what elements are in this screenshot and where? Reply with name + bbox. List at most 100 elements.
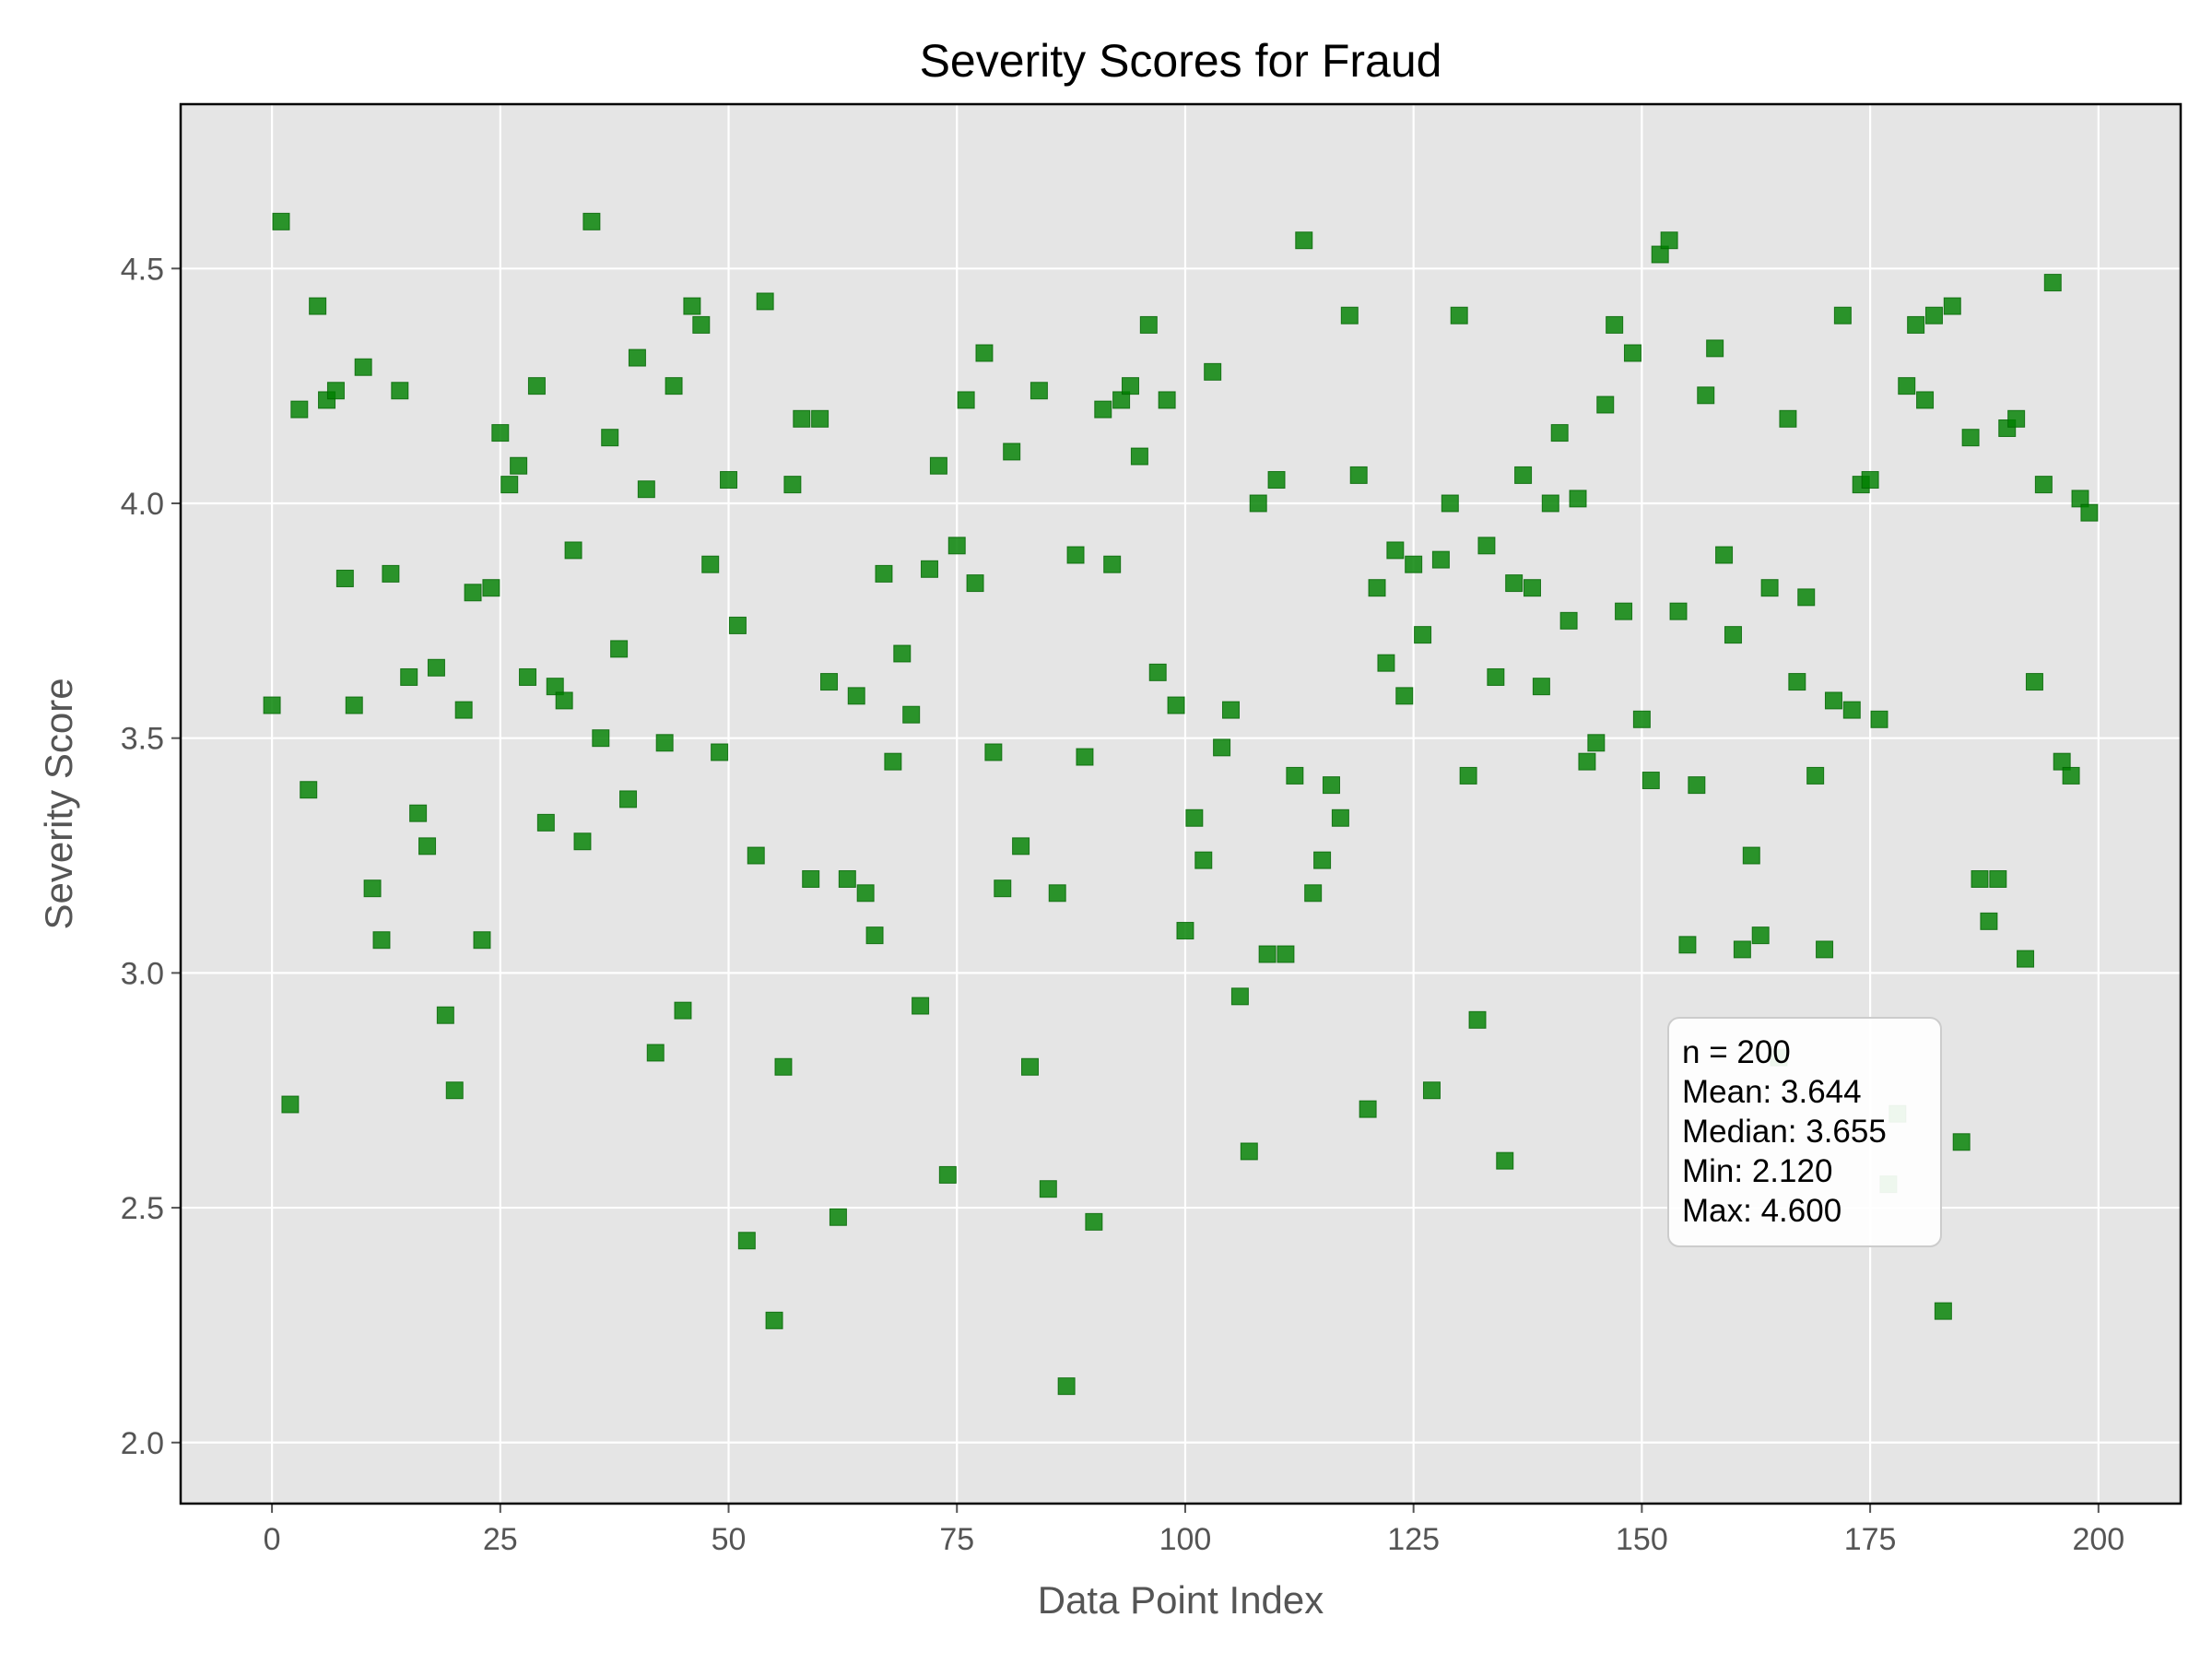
x-tick-label: 25 xyxy=(483,1522,518,1557)
stats-box-background xyxy=(1667,1017,1942,1247)
data-point xyxy=(290,400,309,419)
chart-title: Severity Scores for Fraud xyxy=(920,35,1442,87)
data-point xyxy=(1833,306,1852,325)
data-point xyxy=(1103,555,1122,573)
data-point xyxy=(865,926,884,945)
data-point xyxy=(737,1232,756,1250)
data-point xyxy=(1076,748,1094,766)
x-tick-label: 75 xyxy=(939,1522,974,1557)
data-point xyxy=(774,1057,793,1076)
data-point xyxy=(683,297,701,315)
data-point xyxy=(1322,776,1340,795)
data-point xyxy=(820,673,839,691)
data-point xyxy=(1477,537,1496,555)
data-point xyxy=(1907,315,1925,334)
data-point xyxy=(1569,490,1587,508)
data-point xyxy=(309,297,327,315)
data-point xyxy=(1559,611,1578,630)
data-point xyxy=(947,537,966,555)
data-point xyxy=(1870,710,1888,728)
data-point xyxy=(335,569,354,587)
data-point xyxy=(756,292,774,311)
data-point xyxy=(802,870,820,889)
data-point xyxy=(573,832,592,851)
data-point xyxy=(363,879,382,898)
x-axis-label: Data Point Index xyxy=(1038,1578,1324,1622)
x-tick-label: 125 xyxy=(1387,1522,1440,1557)
x-tick-label: 175 xyxy=(1844,1522,1897,1557)
data-point xyxy=(2043,274,2062,292)
data-point xyxy=(957,391,975,409)
data-point xyxy=(1943,297,1961,315)
data-point xyxy=(1267,471,1286,490)
data-point xyxy=(665,377,683,395)
stats-box: n = 200 Mean: 3.644 Median: 3.655 Min: 2… xyxy=(1667,1017,1942,1247)
data-point xyxy=(1980,912,1998,930)
data-point xyxy=(1779,409,1797,428)
data-point xyxy=(491,424,510,443)
data-point xyxy=(519,667,537,686)
data-point xyxy=(372,931,391,950)
data-point xyxy=(1158,391,1176,409)
data-points xyxy=(263,212,2099,1396)
x-tick-label: 0 xyxy=(264,1522,281,1557)
data-point xyxy=(829,1208,847,1226)
data-point xyxy=(1295,231,1313,250)
data-point xyxy=(1697,386,1715,405)
data-point xyxy=(1961,429,1980,447)
data-point xyxy=(1916,391,1935,409)
data-point xyxy=(1842,701,1861,719)
data-point xyxy=(1431,550,1450,569)
data-point xyxy=(1057,1377,1076,1396)
data-point xyxy=(1952,1133,1971,1151)
data-point xyxy=(1176,922,1194,940)
data-point xyxy=(1021,1057,1040,1076)
data-point xyxy=(1204,362,1222,381)
data-point xyxy=(1194,851,1213,869)
data-point xyxy=(1806,766,1825,785)
data-point xyxy=(1487,667,1505,686)
data-point xyxy=(994,879,1012,898)
data-point xyxy=(747,846,765,865)
y-axis-label: Severity Score xyxy=(37,678,80,929)
data-point xyxy=(527,377,546,395)
data-point xyxy=(1130,447,1148,466)
data-point xyxy=(1861,471,1879,490)
data-point xyxy=(966,574,984,593)
data-point xyxy=(1733,940,1751,959)
data-point xyxy=(2071,490,2089,508)
x-tick-label: 50 xyxy=(712,1522,747,1557)
data-point xyxy=(1934,1302,1952,1320)
data-point xyxy=(1615,602,1633,620)
data-point xyxy=(1550,424,1569,443)
data-point xyxy=(1414,626,1432,644)
data-point xyxy=(765,1311,783,1329)
data-point xyxy=(281,1095,300,1114)
data-point xyxy=(1541,494,1559,513)
data-point xyxy=(1596,395,1615,414)
data-point xyxy=(582,212,601,230)
data-point xyxy=(692,315,711,334)
data-point xyxy=(1688,776,1706,795)
data-point xyxy=(1742,846,1760,865)
data-point xyxy=(637,480,655,499)
data-point xyxy=(1450,306,1468,325)
data-point xyxy=(1340,306,1359,325)
data-point xyxy=(1313,851,1332,869)
data-point xyxy=(646,1044,665,1062)
data-point xyxy=(984,743,1003,761)
data-point xyxy=(1788,673,1806,691)
data-point xyxy=(1441,494,1459,513)
data-point xyxy=(674,1001,692,1020)
data-point xyxy=(1898,377,1916,395)
data-point xyxy=(1003,443,1021,461)
data-point xyxy=(1039,1180,1057,1198)
data-point xyxy=(263,696,281,714)
data-point xyxy=(1395,687,1414,705)
data-point xyxy=(1258,945,1277,963)
data-point xyxy=(1422,1081,1441,1100)
x-tick-label: 200 xyxy=(2072,1522,2124,1557)
y-tick-label: 4.0 xyxy=(121,487,164,522)
